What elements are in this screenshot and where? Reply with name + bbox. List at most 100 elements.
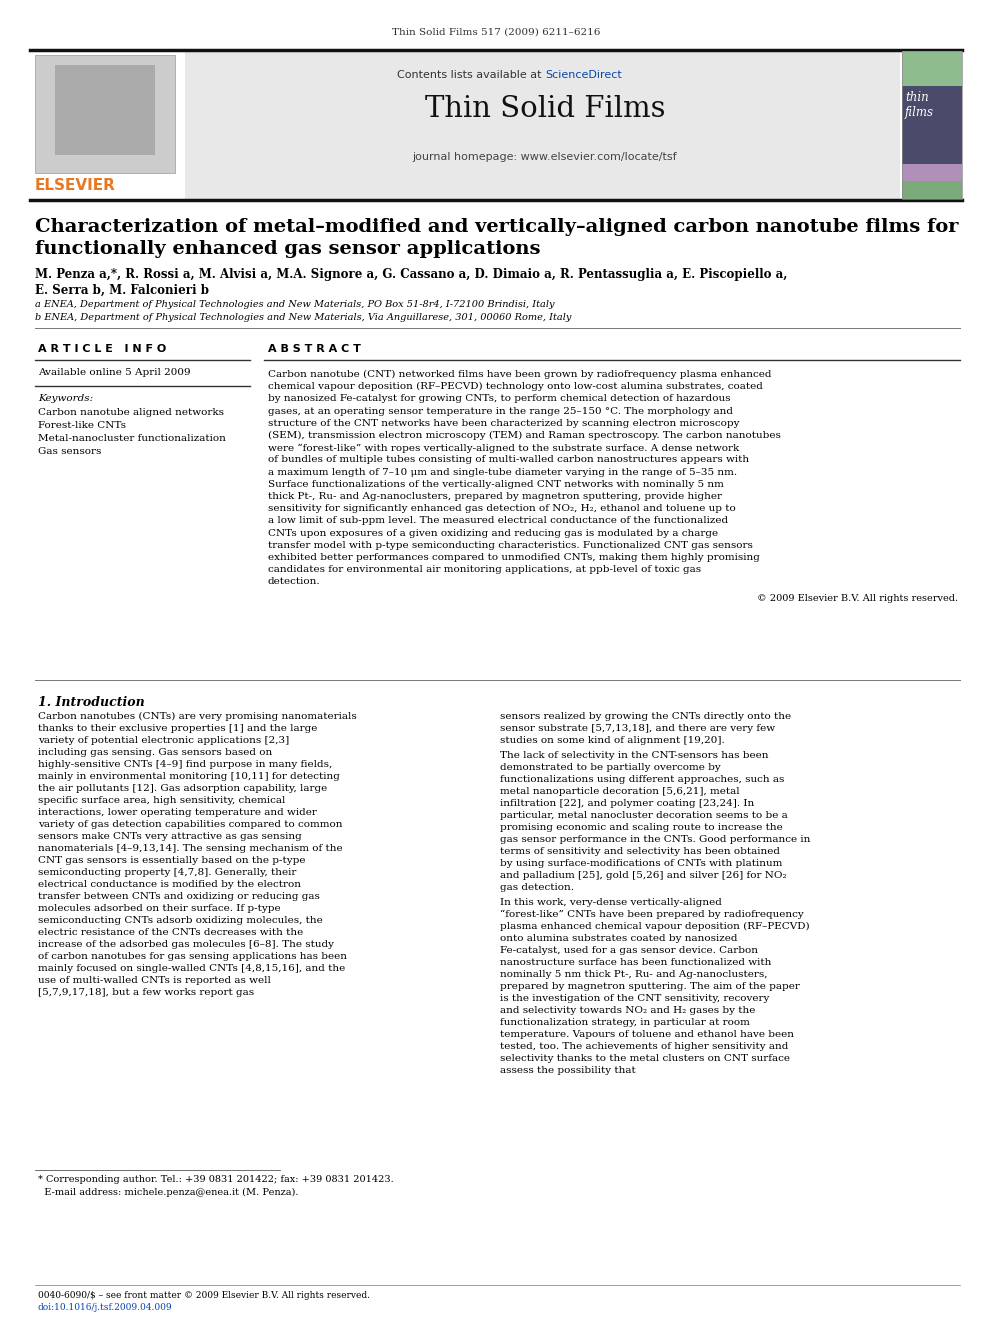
Text: 0040-6090/$ – see front matter © 2009 Elsevier B.V. All rights reserved.: 0040-6090/$ – see front matter © 2009 El…	[38, 1291, 370, 1301]
Text: “forest-like” CNTs have been prepared by radiofrequency: “forest-like” CNTs have been prepared by…	[500, 910, 804, 919]
Text: of bundles of multiple tubes consisting of multi-walled carbon nanostructures ap: of bundles of multiple tubes consisting …	[268, 455, 749, 464]
Text: Thin Solid Films 517 (2009) 6211–6216: Thin Solid Films 517 (2009) 6211–6216	[392, 28, 600, 37]
Text: sensitivity for significantly enhanced gas detection of NO₂, H₂, ethanol and tol: sensitivity for significantly enhanced g…	[268, 504, 736, 513]
Text: functionalization strategy, in particular at room: functionalization strategy, in particula…	[500, 1017, 750, 1027]
Text: M. Penza a,*, R. Rossi a, M. Alvisi a, M.A. Signore a, G. Cassano a, D. Dimaio a: M. Penza a,*, R. Rossi a, M. Alvisi a, M…	[35, 269, 788, 280]
Text: semiconducting CNTs adsorb oxidizing molecules, the: semiconducting CNTs adsorb oxidizing mol…	[38, 916, 322, 925]
Text: by nanosized Fe-catalyst for growing CNTs, to perform chemical detection of haza: by nanosized Fe-catalyst for growing CNT…	[268, 394, 730, 404]
Text: ELSEVIER: ELSEVIER	[35, 179, 116, 193]
Text: Surface functionalizations of the vertically-aligned CNT networks with nominally: Surface functionalizations of the vertic…	[268, 480, 724, 488]
Bar	[30, 52, 184, 198]
Text: Carbon nanotube aligned networks: Carbon nanotube aligned networks	[38, 407, 224, 417]
Text: thanks to their exclusive properties [1] and the large: thanks to their exclusive properties [1]…	[38, 724, 317, 733]
Text: specific surface area, high sensitivity, chemical: specific surface area, high sensitivity,…	[38, 796, 286, 804]
Text: Forest-like CNTs: Forest-like CNTs	[38, 421, 126, 430]
Text: In this work, very-dense vertically-aligned: In this work, very-dense vertically-alig…	[500, 898, 722, 908]
Text: and selectivity towards NO₂ and H₂ gases by the: and selectivity towards NO₂ and H₂ gases…	[500, 1005, 755, 1015]
Text: variety of potential electronic applications [2,3]: variety of potential electronic applicat…	[38, 736, 290, 745]
Bar	[902, 86, 962, 164]
Text: and palladium [25], gold [5,26] and silver [26] for NO₂: and palladium [25], gold [5,26] and silv…	[500, 871, 787, 880]
Text: Gas sensors: Gas sensors	[38, 447, 101, 456]
Text: A B S T R A C T: A B S T R A C T	[268, 344, 361, 355]
Text: sensor substrate [5,7,13,18], and there are very few: sensor substrate [5,7,13,18], and there …	[500, 724, 775, 733]
Text: transfer model with p-type semiconducting characteristics. Functionalized CNT ga: transfer model with p-type semiconductin…	[268, 541, 753, 550]
Text: a ENEA, Department of Physical Technologies and New Materials, PO Box 51-8r4, I-: a ENEA, Department of Physical Technolog…	[35, 300, 555, 310]
Text: Carbon nanotubes (CNTs) are very promising nanomaterials: Carbon nanotubes (CNTs) are very promisi…	[38, 712, 357, 721]
Text: b ENEA, Department of Physical Technologies and New Materials, Via Anguillarese,: b ENEA, Department of Physical Technolog…	[35, 314, 571, 321]
Text: were “forest-like” with ropes vertically-aligned to the substrate surface. A den: were “forest-like” with ropes vertically…	[268, 443, 739, 452]
Text: gas detection.: gas detection.	[500, 882, 574, 892]
Text: electric resistance of the CNTs decreases with the: electric resistance of the CNTs decrease…	[38, 927, 304, 937]
Text: transfer between CNTs and oxidizing or reducing gas: transfer between CNTs and oxidizing or r…	[38, 892, 319, 901]
Text: assess the possibility that: assess the possibility that	[500, 1066, 636, 1076]
Text: detection.: detection.	[268, 577, 320, 586]
Text: functionally enhanced gas sensor applications: functionally enhanced gas sensor applica…	[35, 239, 541, 258]
Text: is the investigation of the CNT sensitivity, recovery: is the investigation of the CNT sensitiv…	[500, 994, 770, 1003]
Text: The lack of selectivity in the CNT-sensors has been: The lack of selectivity in the CNT-senso…	[500, 751, 769, 759]
Text: onto alumina substrates coated by nanosized: onto alumina substrates coated by nanosi…	[500, 934, 737, 943]
Text: * Corresponding author. Tel.: +39 0831 201422; fax: +39 0831 201423.: * Corresponding author. Tel.: +39 0831 2…	[38, 1175, 394, 1184]
Text: gas sensor performance in the CNTs. Good performance in: gas sensor performance in the CNTs. Good…	[500, 835, 810, 844]
Text: CNT gas sensors is essentially based on the p-type: CNT gas sensors is essentially based on …	[38, 856, 306, 865]
Text: of carbon nanotubes for gas sensing applications has been: of carbon nanotubes for gas sensing appl…	[38, 953, 347, 960]
Text: studies on some kind of alignment [19,20].: studies on some kind of alignment [19,20…	[500, 736, 725, 745]
Text: particular, metal nanocluster decoration seems to be a: particular, metal nanocluster decoration…	[500, 811, 788, 820]
Text: candidates for environmental air monitoring applications, at ppb-level of toxic : candidates for environmental air monitor…	[268, 565, 701, 574]
Text: nominally 5 nm thick Pt-, Ru- and Ag-nanoclusters,: nominally 5 nm thick Pt-, Ru- and Ag-nan…	[500, 970, 768, 979]
Text: 1. Introduction: 1. Introduction	[38, 696, 145, 709]
Text: promising economic and scaling route to increase the: promising economic and scaling route to …	[500, 823, 783, 832]
Text: Contents lists available at: Contents lists available at	[397, 70, 545, 79]
Text: by using surface-modifications of CNTs with platinum: by using surface-modifications of CNTs w…	[500, 859, 783, 868]
Bar	[55, 65, 155, 155]
Text: the air pollutants [12]. Gas adsorption capability, large: the air pollutants [12]. Gas adsorption …	[38, 785, 327, 792]
Bar	[902, 52, 962, 86]
Text: exhibited better performances compared to unmodified CNTs, making them highly pr: exhibited better performances compared t…	[268, 553, 760, 562]
Text: interactions, lower operating temperature and wider: interactions, lower operating temperatur…	[38, 808, 316, 818]
Text: CNTs upon exposures of a given oxidizing and reducing gas is modulated by a char: CNTs upon exposures of a given oxidizing…	[268, 529, 718, 537]
Text: © 2009 Elsevier B.V. All rights reserved.: © 2009 Elsevier B.V. All rights reserved…	[757, 594, 958, 602]
Text: nanostructure surface has been functionalized with: nanostructure surface has been functiona…	[500, 958, 772, 967]
Text: a low limit of sub-ppm level. The measured electrical conductance of the functio: a low limit of sub-ppm level. The measur…	[268, 516, 728, 525]
Text: Thin Solid Films: Thin Solid Films	[425, 95, 666, 123]
Text: nanomaterials [4–9,13,14]. The sensing mechanism of the: nanomaterials [4–9,13,14]. The sensing m…	[38, 844, 342, 853]
Text: Keywords:: Keywords:	[38, 394, 93, 404]
Text: Characterization of metal–modified and vertically–aligned carbon nanotube films : Characterization of metal–modified and v…	[35, 218, 958, 235]
Text: films: films	[905, 106, 934, 119]
Text: metal nanoparticle decoration [5,6,21], metal: metal nanoparticle decoration [5,6,21], …	[500, 787, 740, 796]
Text: tested, too. The achievements of higher sensitivity and: tested, too. The achievements of higher …	[500, 1043, 789, 1050]
Bar	[185, 52, 900, 198]
Text: structure of the CNT networks have been characterized by scanning electron micro: structure of the CNT networks have been …	[268, 419, 739, 427]
Text: (SEM), transmission electron microscopy (TEM) and Raman spectroscopy. The carbon: (SEM), transmission electron microscopy …	[268, 431, 781, 441]
Text: doi:10.1016/j.tsf.2009.04.009: doi:10.1016/j.tsf.2009.04.009	[38, 1303, 173, 1312]
Text: Fe-catalyst, used for a gas sensor device. Carbon: Fe-catalyst, used for a gas sensor devic…	[500, 946, 758, 955]
Text: thick Pt-, Ru- and Ag-nanoclusters, prepared by magnetron sputtering, provide hi: thick Pt-, Ru- and Ag-nanoclusters, prep…	[268, 492, 722, 501]
Text: ScienceDirect: ScienceDirect	[545, 70, 622, 79]
Text: variety of gas detection capabilities compared to common: variety of gas detection capabilities co…	[38, 820, 342, 830]
Text: mainly focused on single-walled CNTs [4,8,15,16], and the: mainly focused on single-walled CNTs [4,…	[38, 964, 345, 972]
Text: mainly in environmental monitoring [10,11] for detecting: mainly in environmental monitoring [10,1…	[38, 773, 340, 781]
Text: gases, at an operating sensor temperature in the range 25–150 °C. The morphology: gases, at an operating sensor temperatur…	[268, 406, 733, 415]
Text: sensors make CNTs very attractive as gas sensing: sensors make CNTs very attractive as gas…	[38, 832, 302, 841]
Text: chemical vapour deposition (RF–PECVD) technology onto low-cost alumina substrate: chemical vapour deposition (RF–PECVD) te…	[268, 382, 763, 392]
Text: molecules adsorbed on their surface. If p-type: molecules adsorbed on their surface. If …	[38, 904, 281, 913]
Bar	[902, 181, 962, 198]
Text: terms of sensitivity and selectivity has been obtained: terms of sensitivity and selectivity has…	[500, 847, 780, 856]
Text: [5,7,9,17,18], but a few works report gas: [5,7,9,17,18], but a few works report ga…	[38, 988, 254, 998]
Text: Available online 5 April 2009: Available online 5 April 2009	[38, 368, 190, 377]
Text: infiltration [22], and polymer coating [23,24]. In: infiltration [22], and polymer coating […	[500, 799, 754, 808]
Text: sensors realized by growing the CNTs directly onto the: sensors realized by growing the CNTs dir…	[500, 712, 792, 721]
Bar	[902, 164, 962, 198]
Bar	[35, 56, 175, 173]
Text: semiconducting property [4,7,8]. Generally, their: semiconducting property [4,7,8]. General…	[38, 868, 297, 877]
Text: selectivity thanks to the metal clusters on CNT surface: selectivity thanks to the metal clusters…	[500, 1054, 790, 1062]
Text: A R T I C L E   I N F O: A R T I C L E I N F O	[38, 344, 167, 355]
Text: E. Serra b, M. Falconieri b: E. Serra b, M. Falconieri b	[35, 284, 209, 296]
Text: Carbon nanotube (CNT) networked films have been grown by radiofrequency plasma e: Carbon nanotube (CNT) networked films ha…	[268, 370, 772, 380]
Text: increase of the adsorbed gas molecules [6–8]. The study: increase of the adsorbed gas molecules […	[38, 941, 334, 949]
Text: prepared by magnetron sputtering. The aim of the paper: prepared by magnetron sputtering. The ai…	[500, 982, 800, 991]
Text: plasma enhanced chemical vapour deposition (RF–PECVD): plasma enhanced chemical vapour depositi…	[500, 922, 809, 931]
Text: journal homepage: www.elsevier.com/locate/tsf: journal homepage: www.elsevier.com/locat…	[413, 152, 678, 161]
Text: thin: thin	[905, 91, 929, 105]
Text: use of multi-walled CNTs is reported as well: use of multi-walled CNTs is reported as …	[38, 976, 271, 986]
Text: highly-sensitive CNTs [4–9] find purpose in many fields,: highly-sensitive CNTs [4–9] find purpose…	[38, 759, 332, 769]
